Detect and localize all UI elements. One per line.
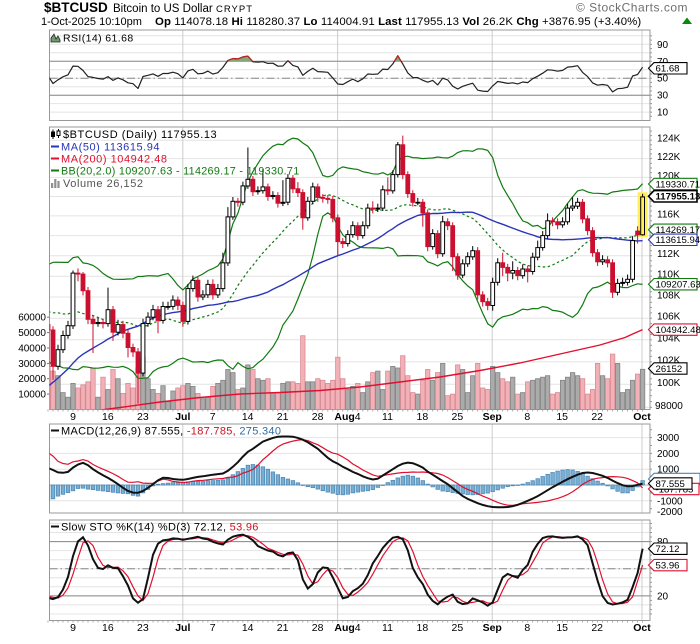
svg-text:10000: 10000: [18, 390, 46, 401]
svg-text:117955.13: 117955.13: [656, 192, 700, 203]
svg-text:15: 15: [556, 411, 568, 423]
svg-text:30: 30: [657, 91, 669, 102]
svg-text:28: 28: [312, 622, 324, 634]
svg-text:MA(200) 104942.48: MA(200) 104942.48: [61, 154, 168, 166]
svg-text:Volume 26,152: Volume 26,152: [63, 178, 144, 190]
svg-text:16: 16: [102, 622, 114, 634]
svg-text:21: 21: [277, 622, 289, 634]
svg-text:$BTCUSD: $BTCUSD: [44, 0, 108, 15]
svg-text:104942.48: 104942.48: [656, 325, 700, 336]
svg-text:MACD(12,26,9) 87.555, -187.785: MACD(12,26,9) 87.555, -187.785, 275.340: [61, 426, 281, 438]
svg-text:11: 11: [382, 622, 393, 634]
svg-text:3000: 3000: [657, 433, 680, 444]
svg-text:8: 8: [524, 622, 530, 634]
svg-text:119330.71: 119330.71: [656, 179, 700, 190]
svg-text:Bitcoin to US Dollar: Bitcoin to US Dollar: [113, 3, 213, 15]
svg-text:7: 7: [210, 622, 216, 634]
svg-text:MA(50) 113615.94: MA(50) 113615.94: [61, 142, 160, 154]
svg-text:25: 25: [452, 622, 464, 634]
svg-text:22: 22: [591, 622, 603, 634]
svg-text:53.96: 53.96: [656, 561, 680, 572]
svg-text:BB(20,2.0) 109207.63 - 114269.: BB(20,2.0) 109207.63 - 114269.17 - 11933…: [61, 166, 300, 178]
svg-text:10: 10: [657, 108, 669, 119]
svg-text:Aug4: Aug4: [334, 411, 360, 423]
svg-text:106K: 106K: [657, 312, 681, 323]
svg-text:20000: 20000: [18, 374, 46, 385]
svg-text:72.12: 72.12: [656, 544, 680, 555]
svg-text:Aug4: Aug4: [334, 622, 360, 634]
svg-text:Oct: Oct: [633, 622, 651, 634]
svg-text:7: 7: [210, 411, 216, 423]
svg-text:CRYPT: CRYPT: [216, 4, 253, 15]
svg-text:1-Oct-2025 10:10pm: 1-Oct-2025 10:10pm: [41, 16, 142, 28]
svg-text:112K: 112K: [657, 249, 680, 260]
svg-text:Sep: Sep: [483, 411, 502, 423]
svg-text:108K: 108K: [657, 291, 681, 302]
svg-text:RSI(14) 61.68: RSI(14) 61.68: [63, 33, 134, 45]
svg-text:100K: 100K: [657, 378, 681, 389]
svg-text:87.555: 87.555: [656, 479, 685, 490]
svg-text:20: 20: [657, 591, 669, 602]
svg-text:109207.63: 109207.63: [656, 280, 700, 291]
svg-text:Sep: Sep: [483, 622, 502, 634]
svg-text:18: 18: [417, 622, 429, 634]
svg-text:21: 21: [277, 411, 289, 423]
svg-text:50: 50: [657, 74, 669, 85]
svg-text:113615.94: 113615.94: [656, 235, 700, 246]
svg-text:90: 90: [657, 40, 669, 51]
svg-text:40000: 40000: [18, 344, 46, 355]
svg-text:14: 14: [242, 411, 254, 423]
svg-text:26152: 26152: [656, 364, 683, 375]
svg-text:Jul: Jul: [175, 411, 190, 423]
svg-text:Op 114078.18 Hi 118280.37 Lo 1: Op 114078.18 Hi 118280.37 Lo 114004.91 L…: [155, 16, 641, 28]
svg-text:Slow STO %K(14) %D(3) 72.12, 5: Slow STO %K(14) %D(3) 72.12, 53.96: [61, 522, 259, 534]
svg-text:61.68: 61.68: [656, 64, 680, 75]
svg-text:-1000: -1000: [657, 496, 683, 507]
svg-text:122K: 122K: [657, 152, 681, 163]
svg-text:11: 11: [382, 411, 393, 423]
svg-text:© StockCharts.com: © StockCharts.com: [576, 1, 688, 15]
svg-text:25: 25: [452, 411, 464, 423]
svg-text:9: 9: [70, 622, 76, 634]
svg-text:15: 15: [556, 622, 568, 634]
svg-text:60000: 60000: [18, 313, 46, 324]
svg-text:23: 23: [137, 622, 149, 634]
svg-text:50000: 50000: [18, 328, 46, 339]
svg-text:Jul: Jul: [175, 622, 190, 634]
svg-text:30000: 30000: [18, 359, 46, 370]
svg-text:8: 8: [524, 411, 530, 423]
svg-text:124K: 124K: [657, 134, 681, 145]
svg-text:98000: 98000: [655, 401, 683, 412]
svg-text:116K: 116K: [657, 209, 680, 220]
svg-text:9: 9: [70, 411, 76, 423]
svg-text:23: 23: [137, 411, 149, 423]
svg-text:-2000: -2000: [657, 507, 683, 518]
svg-text:18: 18: [417, 411, 429, 423]
svg-text:Oct: Oct: [633, 411, 651, 423]
svg-text:28: 28: [312, 411, 324, 423]
svg-text:16: 16: [102, 411, 114, 423]
svg-text:22: 22: [591, 411, 603, 423]
svg-text:$BTCUSD (Daily) 117955.13: $BTCUSD (Daily) 117955.13: [63, 129, 217, 141]
svg-text:14: 14: [242, 622, 254, 634]
svg-text:2000: 2000: [657, 449, 680, 460]
